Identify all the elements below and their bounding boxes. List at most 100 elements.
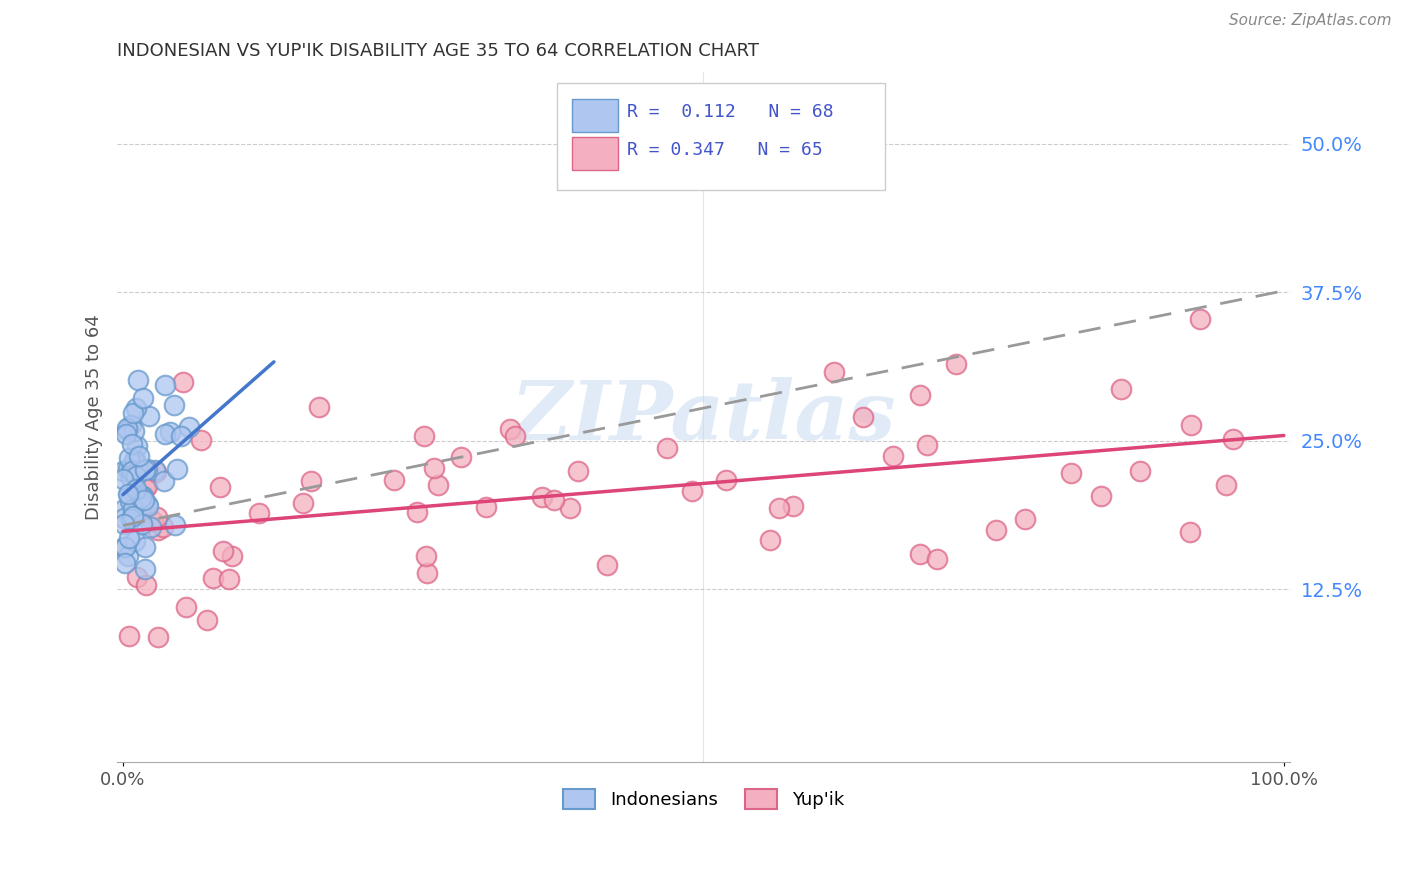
Point (122, 424, 145, 438)
Point (984, 524, 1007, 538)
Point (146, 630, 169, 644)
Point (166, 462, 188, 476)
Point (530, 490, 553, 504)
Point (124, 452, 146, 467)
Point (121, 405, 143, 419)
Text: INDONESIAN VS YUP'IK DISABILITY AGE 35 TO 64 CORRELATION CHART: INDONESIAN VS YUP'IK DISABILITY AGE 35 T… (117, 42, 759, 60)
Point (413, 428, 436, 442)
Point (165, 518, 187, 533)
Legend: Indonesians, Yup'ik: Indonesians, Yup'ik (557, 783, 849, 814)
Point (120, 417, 142, 432)
Point (135, 462, 157, 476)
Point (122, 502, 145, 516)
Point (143, 463, 166, 477)
Point (299, 474, 322, 488)
Point (117, 462, 139, 476)
Point (118, 630, 141, 644)
Point (759, 533, 782, 548)
Point (882, 449, 904, 463)
Point (124, 502, 146, 516)
Point (450, 450, 472, 464)
Point (114, 556, 136, 570)
Point (128, 488, 150, 502)
Point (128, 449, 150, 463)
Point (125, 439, 148, 453)
Point (112, 516, 135, 531)
Point (132, 489, 155, 503)
Point (145, 465, 167, 479)
Point (118, 493, 141, 508)
Point (201, 571, 224, 585)
Point (1215, 478, 1237, 492)
Text: Source: ZipAtlas.com: Source: ZipAtlas.com (1229, 13, 1392, 29)
Point (112, 502, 135, 516)
Point (152, 519, 174, 533)
Point (543, 493, 565, 508)
Point (132, 493, 155, 508)
Point (782, 499, 804, 513)
Point (125, 492, 148, 507)
Point (1060, 466, 1083, 480)
Point (1014, 512, 1036, 526)
Point (174, 599, 197, 614)
Point (170, 429, 193, 443)
Point (405, 504, 427, 518)
Point (124, 453, 146, 467)
Point (117, 450, 139, 465)
Point (505, 428, 527, 442)
Point (1188, 311, 1211, 326)
Point (159, 425, 181, 439)
Point (1180, 524, 1202, 539)
Point (927, 551, 949, 566)
Point (138, 409, 160, 424)
Point (1090, 490, 1112, 504)
Point (596, 558, 619, 572)
Point (129, 491, 152, 505)
Point (127, 373, 149, 387)
Point (823, 365, 845, 379)
Point (567, 463, 589, 477)
Point (218, 572, 240, 586)
Point (153, 475, 176, 489)
Point (141, 519, 163, 533)
Point (122, 496, 145, 510)
Point (426, 477, 449, 491)
Point (120, 471, 142, 485)
Point (209, 480, 232, 494)
Point (124, 533, 146, 548)
Point (114, 540, 136, 554)
Point (714, 473, 737, 487)
Point (112, 511, 135, 525)
Text: R =  0.112   N = 68: R = 0.112 N = 68 (627, 103, 834, 121)
Point (1222, 432, 1244, 446)
Point (117, 549, 139, 563)
Point (120, 463, 142, 477)
Point (142, 515, 165, 529)
Point (138, 499, 160, 513)
Point (111, 472, 134, 486)
Point (1109, 382, 1132, 396)
Point (247, 506, 270, 520)
Point (768, 501, 790, 516)
Point (125, 570, 148, 584)
Point (135, 478, 157, 492)
Point (153, 426, 176, 441)
Point (118, 532, 141, 546)
Point (134, 481, 156, 495)
Point (136, 497, 159, 511)
Point (908, 547, 931, 561)
Point (122, 467, 145, 482)
Point (915, 438, 938, 452)
Point (190, 433, 212, 447)
Text: ZIPatlas: ZIPatlas (510, 377, 896, 457)
Point (560, 500, 582, 515)
Point (121, 437, 143, 451)
Point (416, 566, 439, 581)
Point (131, 489, 153, 503)
Point (120, 512, 142, 526)
Point (132, 391, 155, 405)
Point (221, 549, 243, 563)
Point (308, 400, 330, 414)
Point (498, 422, 520, 436)
Point (195, 613, 218, 627)
